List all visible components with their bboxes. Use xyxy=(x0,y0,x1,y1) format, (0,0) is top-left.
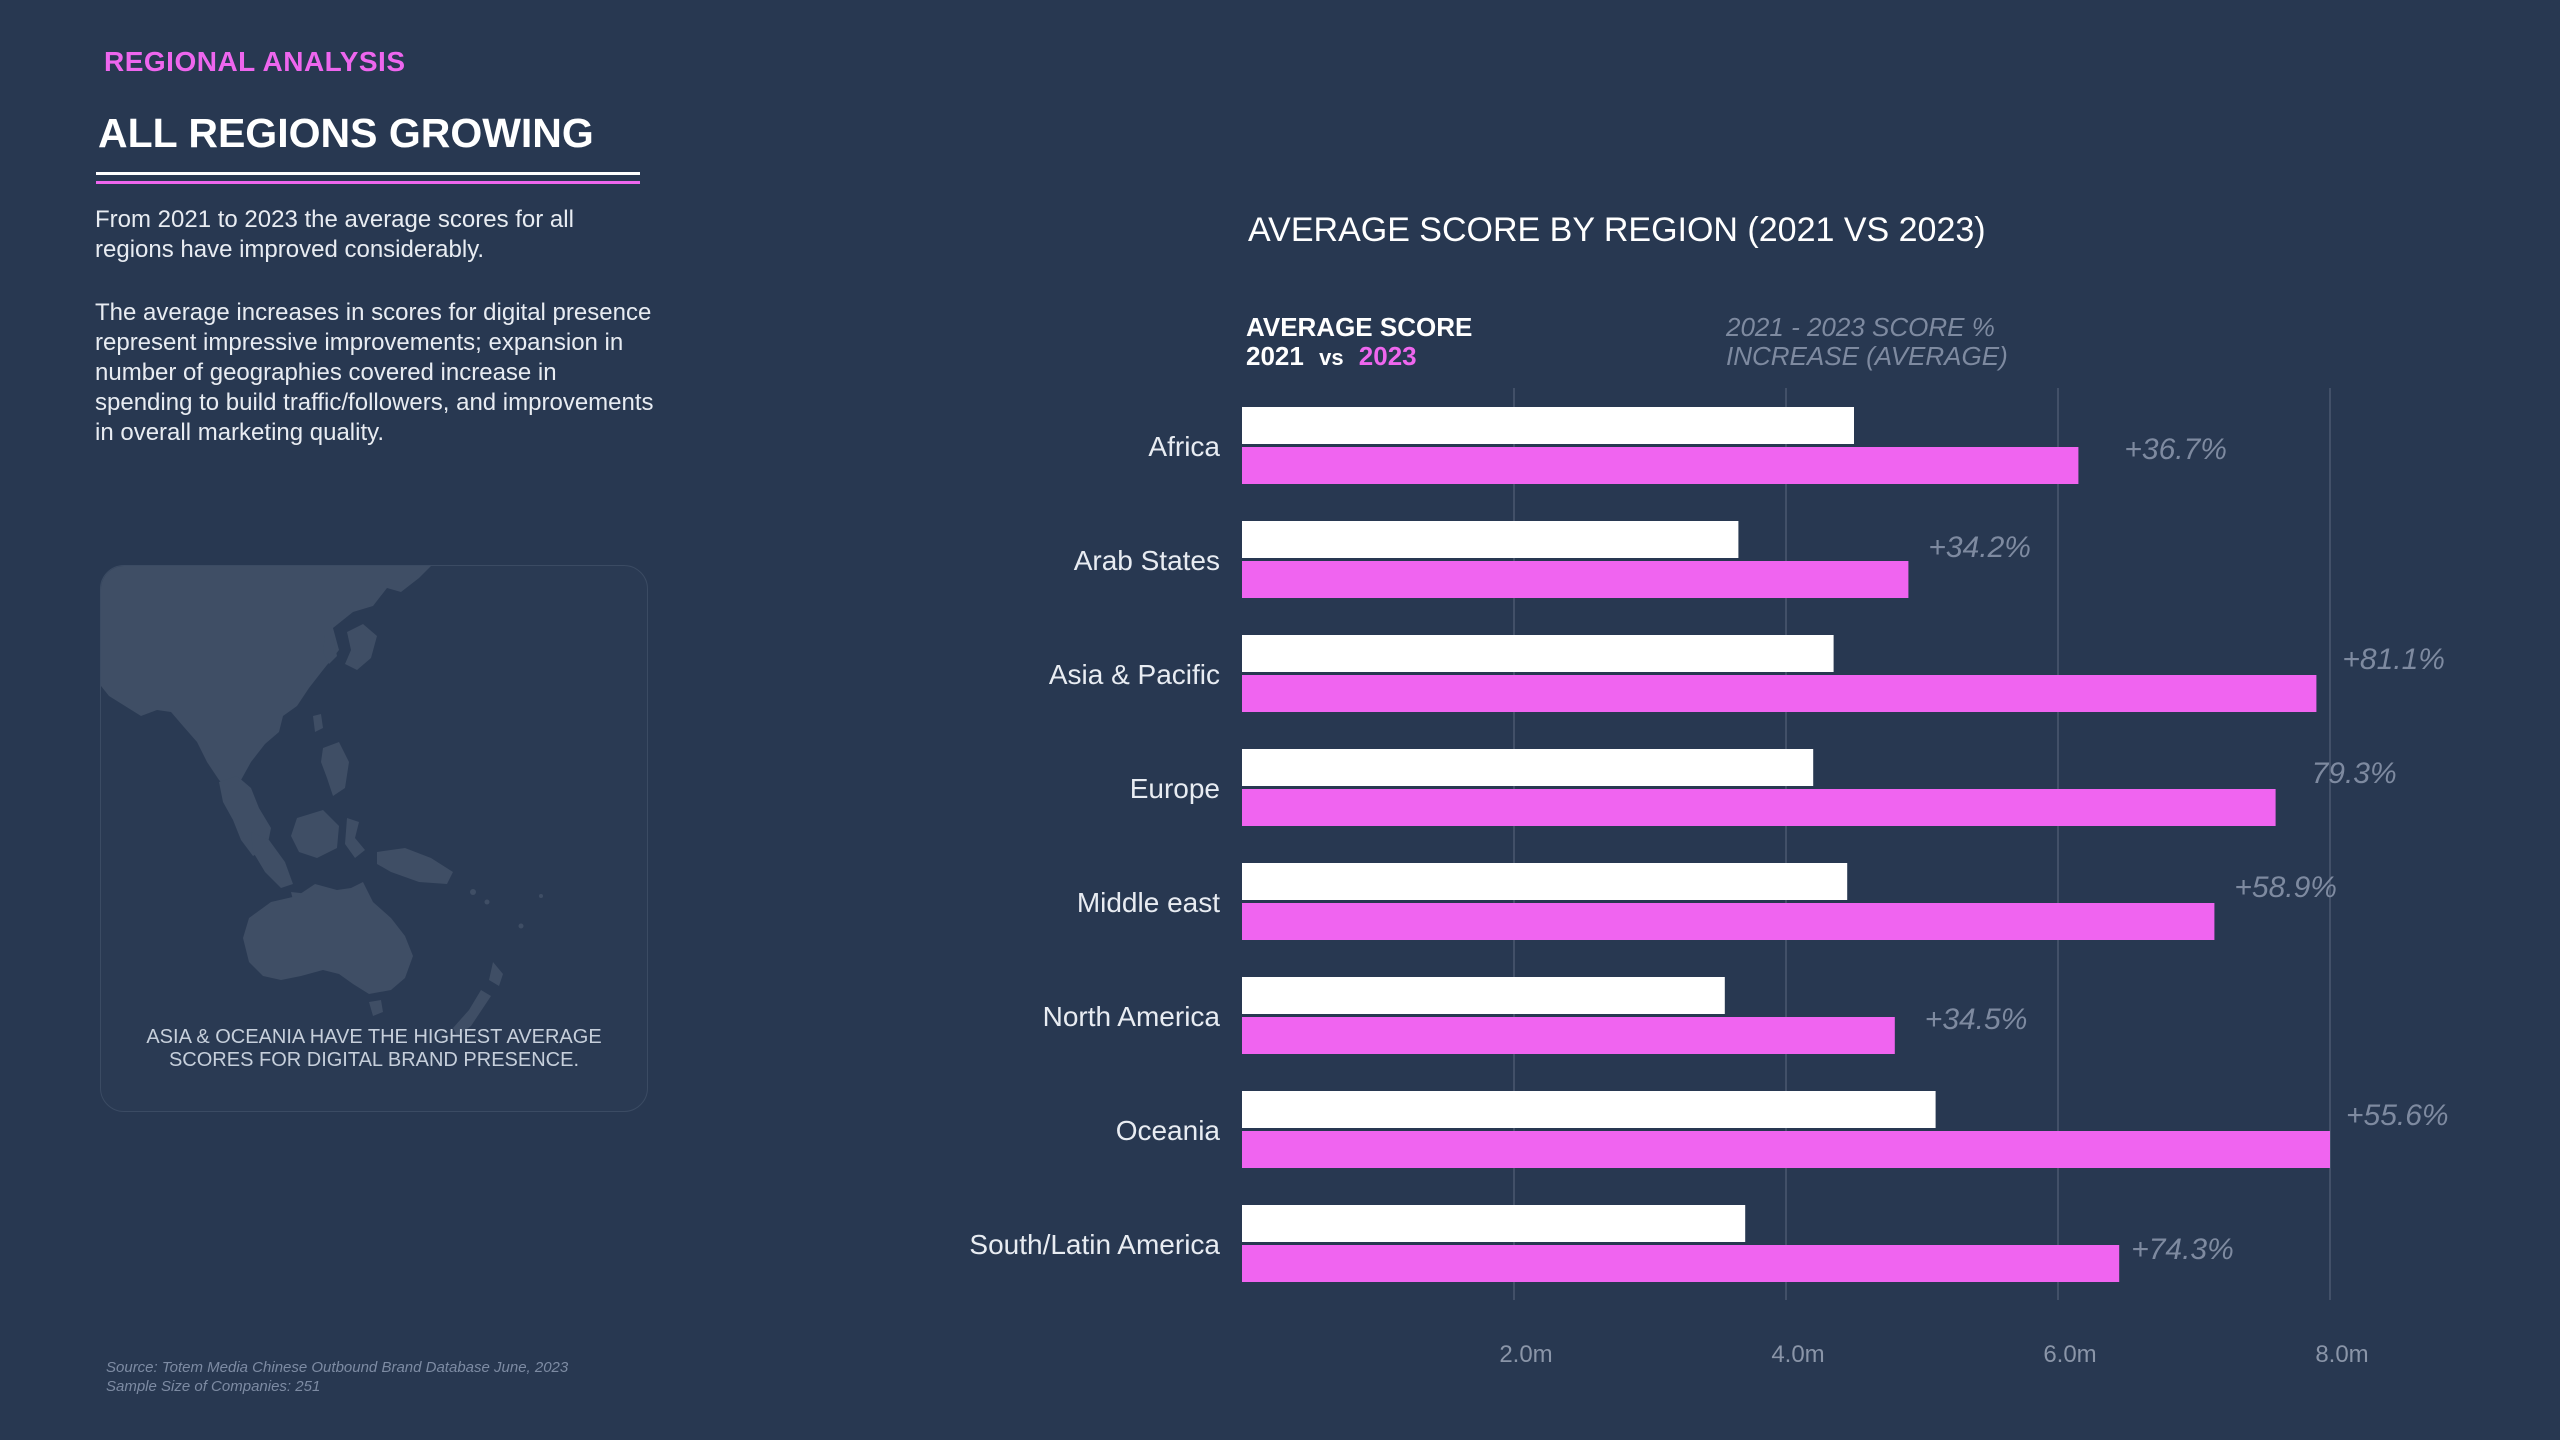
map-landmass-asia xyxy=(101,566,431,790)
map-landmass-sumatra xyxy=(251,832,293,888)
bar-2021 xyxy=(1242,1091,1936,1128)
pct-header-line1: 2021 - 2023 SCORE % xyxy=(1725,312,1995,342)
category-label: Arab States xyxy=(1074,545,1220,576)
asia-oceania-map-icon xyxy=(101,566,543,1036)
map-card: ASIA & OCEANIA HAVE THE HIGHEST AVERAGE … xyxy=(100,565,648,1112)
bar-2021 xyxy=(1242,635,1834,672)
x-tick-label: 2.0m xyxy=(1499,1341,1552,1368)
bar-2023 xyxy=(1242,1131,2330,1168)
legend-years: 2021 vs 2023 xyxy=(1246,341,1417,371)
legend-vs: vs xyxy=(1319,345,1343,370)
bar-2023 xyxy=(1242,561,1909,598)
legend-year-2021: 2021 xyxy=(1246,341,1304,371)
map-caption: ASIA & OCEANIA HAVE THE HIGHEST AVERAGE … xyxy=(146,1026,602,1071)
pct-increase-label: +36.7% xyxy=(2124,433,2227,466)
map-landmass-borneo xyxy=(291,810,339,858)
bar-2021 xyxy=(1242,749,1814,786)
legend-year-2023: 2023 xyxy=(1359,341,1417,371)
title-underline-accent xyxy=(96,181,640,184)
category-label: North America xyxy=(1043,1001,1221,1032)
map-landmass-taiwan xyxy=(313,714,323,732)
pct-increase-label: +34.2% xyxy=(1928,531,2031,564)
bar-2023 xyxy=(1242,1245,2120,1282)
legend-title: AVERAGE SCORE xyxy=(1246,312,1472,342)
pct-header-line2: INCREASE (AVERAGE) xyxy=(1726,341,2008,371)
bar-2021 xyxy=(1242,977,1725,1014)
bar-2021 xyxy=(1242,407,1854,444)
category-label: Africa xyxy=(1148,431,1220,462)
category-label: Oceania xyxy=(1116,1115,1221,1146)
source-note: Source: Totem Media Chinese Outbound Bra… xyxy=(106,1358,568,1396)
map-landmass-philippines xyxy=(321,742,349,796)
bar-2021 xyxy=(1242,1205,1746,1242)
category-label: Middle east xyxy=(1077,887,1220,918)
bar-2023 xyxy=(1242,1017,1895,1054)
bar-2023 xyxy=(1242,447,2079,484)
bar-2023 xyxy=(1242,789,2276,826)
bars-layer xyxy=(1242,407,2330,1282)
bar-2021 xyxy=(1242,863,1848,900)
chart-title: AVERAGE SCORE BY REGION (2021 VS 2023) xyxy=(1248,211,1986,249)
pct-increase-label: +58.9% xyxy=(2234,871,2337,904)
pct-increase-label: +55.6% xyxy=(2346,1099,2449,1132)
intro-paragraph: From 2021 to 2023 the average scores for… xyxy=(95,206,574,263)
map-landmass-japan xyxy=(345,624,377,670)
map-landmass-sulawesi xyxy=(345,818,365,858)
pct-increase-label: +81.1% xyxy=(2342,643,2445,676)
category-label: Europe xyxy=(1130,773,1220,804)
map-landmass-australia xyxy=(243,882,413,994)
x-tick-label: 4.0m xyxy=(1771,1341,1824,1368)
bar-2021 xyxy=(1242,521,1739,558)
page-title: ALL REGIONS GROWING xyxy=(98,110,594,156)
category-label: South/Latin America xyxy=(969,1229,1220,1260)
pct-increase-label: +74.3% xyxy=(2131,1233,2234,1266)
source-line: Source: Totem Media Chinese Outbound Bra… xyxy=(106,1359,569,1376)
map-landmass-new-guinea xyxy=(377,848,453,884)
title-underline-white xyxy=(96,172,640,175)
x-tick-label: 6.0m xyxy=(2043,1341,2096,1368)
map-landmass-tasmania xyxy=(369,1000,383,1016)
labels-layer: 2.0m 4.0m 6.0m 8.0m Africa +36.7% Arab States +… xyxy=(969,431,2448,1368)
map-landmass-korea xyxy=(323,634,337,664)
bar-2023 xyxy=(1242,675,2317,712)
map-landmass-new-zealand xyxy=(453,962,503,1036)
section-eyebrow: REGIONAL ANALYSIS xyxy=(104,46,406,77)
bar-2023 xyxy=(1242,903,2215,940)
detail-paragraph: The average increases in scores for digi… xyxy=(95,299,654,446)
x-tick-label: 8.0m xyxy=(2315,1341,2368,1368)
sample-size-line: Sample Size of Companies: 251 xyxy=(106,1378,321,1395)
pct-increase-label: 79.3% xyxy=(2312,757,2397,790)
category-label: Asia & Pacific xyxy=(1049,659,1220,690)
pct-increase-label: +34.5% xyxy=(1925,1003,2028,1036)
